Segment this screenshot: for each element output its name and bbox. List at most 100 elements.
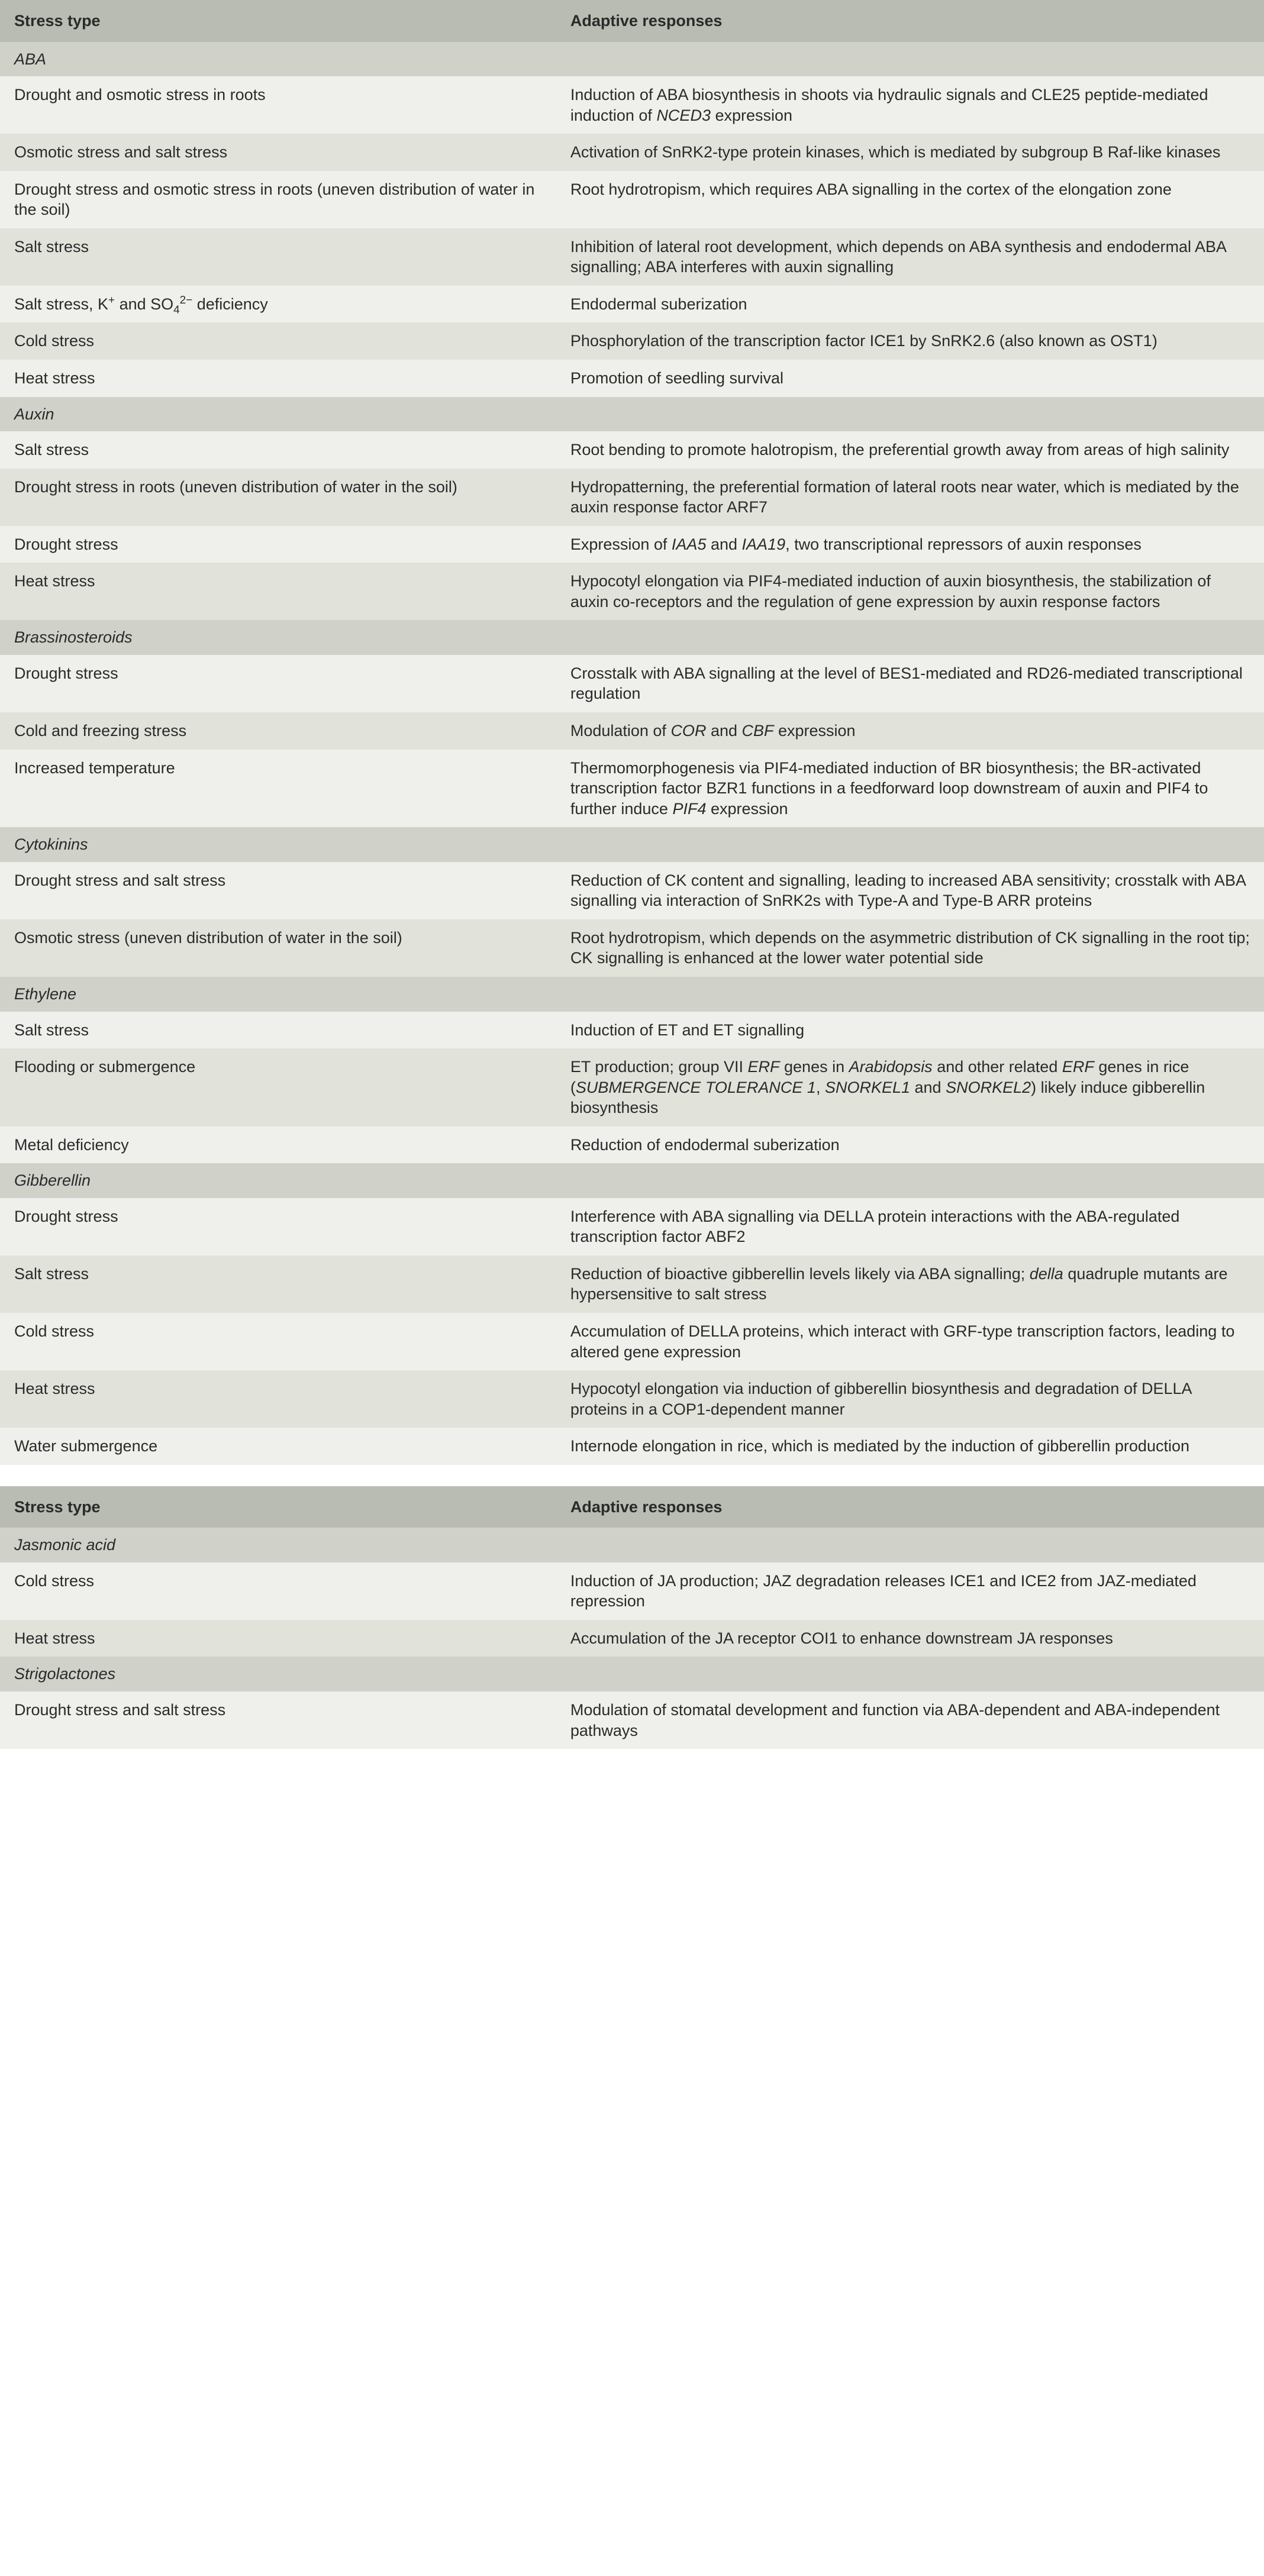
cell-stress: Drought stress: [0, 655, 556, 712]
section-header: Ethylene: [0, 977, 1264, 1012]
cell-response: Hypocotyl elongation via PIF4-mediated i…: [556, 563, 1264, 620]
cell-stress: Heat stress: [0, 360, 556, 397]
cell-stress: Drought stress and salt stress: [0, 1691, 556, 1749]
table-row: Salt stressInhibition of lateral root de…: [0, 228, 1264, 286]
cell-response: Accumulation of DELLA proteins, which in…: [556, 1313, 1264, 1370]
cell-response: Activation of SnRK2-type protein kinases…: [556, 134, 1264, 171]
cell-response: Adaptive responses: [556, 0, 1264, 42]
table-row: Cold and freezing stressModulation of CO…: [0, 712, 1264, 750]
cell-response: Expression of IAA5 and IAA19, two transc…: [556, 526, 1264, 563]
table-row: Salt stressInduction of ET and ET signal…: [0, 1012, 1264, 1049]
cell-stress: Metal deficiency: [0, 1126, 556, 1164]
cell-stress: Cold stress: [0, 322, 556, 360]
table-row: Salt stressRoot bending to promote halot…: [0, 431, 1264, 469]
table-row: Heat stressHypocotyl elongation via indu…: [0, 1370, 1264, 1428]
cell-stress: Salt stress: [0, 1255, 556, 1313]
cell-response: Phosphorylation of the transcription fac…: [556, 322, 1264, 360]
cell-stress: Flooding or submergence: [0, 1048, 556, 1126]
cell-stress: Osmotic stress (uneven distribution of w…: [0, 919, 556, 977]
section-name: Strigolactones: [0, 1657, 1264, 1691]
cell-response: Root hydrotropism, which requires ABA si…: [556, 171, 1264, 228]
cell-response: Induction of JA production; JAZ degradat…: [556, 1563, 1264, 1620]
table-row: Flooding or submergenceET production; gr…: [0, 1048, 1264, 1126]
section-name: Auxin: [0, 397, 1264, 432]
section-name: Brassinosteroids: [0, 620, 1264, 655]
cell-stress: Osmotic stress and salt stress: [0, 134, 556, 171]
table-row: Cold stressPhosphorylation of the transc…: [0, 322, 1264, 360]
cell-stress: Water submergence: [0, 1428, 556, 1465]
cell-response: Root bending to promote halotropism, the…: [556, 431, 1264, 469]
table-row: Drought and osmotic stress in rootsInduc…: [0, 76, 1264, 134]
table-row: Cold stressAccumulation of DELLA protein…: [0, 1313, 1264, 1370]
table-row: Salt stress, K+ and SO42− deficiencyEndo…: [0, 286, 1264, 323]
cell-stress: Salt stress: [0, 1012, 556, 1049]
section-name: Jasmonic acid: [0, 1528, 1264, 1563]
cell-response: Internode elongation in rice, which is m…: [556, 1428, 1264, 1465]
section-name: Gibberellin: [0, 1163, 1264, 1198]
cell-stress: Cold and freezing stress: [0, 712, 556, 750]
table-row: Drought stressExpression of IAA5 and IAA…: [0, 526, 1264, 563]
cell-response: Hypocotyl elongation via induction of gi…: [556, 1370, 1264, 1428]
cell-response: Crosstalk with ABA signalling at the lev…: [556, 655, 1264, 712]
cell-stress: Drought stress: [0, 526, 556, 563]
cell-response: Endodermal suberization: [556, 286, 1264, 323]
table-row: Drought stress in roots (uneven distribu…: [0, 469, 1264, 526]
cell-stress: Salt stress: [0, 431, 556, 469]
table-row: Drought stressInterference with ABA sign…: [0, 1198, 1264, 1255]
table-row: Osmotic stress and salt stressActivation…: [0, 134, 1264, 171]
table-header: Stress typeAdaptive responses: [0, 1486, 1264, 1528]
section-name: Cytokinins: [0, 827, 1264, 862]
section-header: Strigolactones: [0, 1657, 1264, 1691]
section-header: Jasmonic acid: [0, 1528, 1264, 1563]
table-row: Heat stressHypocotyl elongation via PIF4…: [0, 563, 1264, 620]
table-row: Osmotic stress (uneven distribution of w…: [0, 919, 1264, 977]
section-header: Auxin: [0, 397, 1264, 432]
cell-stress: Stress type: [0, 0, 556, 42]
cell-stress: Heat stress: [0, 563, 556, 620]
table-row: Cold stressInduction of JA production; J…: [0, 1563, 1264, 1620]
table-row: Drought stressCrosstalk with ABA signall…: [0, 655, 1264, 712]
cell-stress: Salt stress: [0, 228, 556, 286]
table-row: Heat stressAccumulation of the JA recept…: [0, 1620, 1264, 1657]
cell-response: Induction of ET and ET signalling: [556, 1012, 1264, 1049]
cell-response: Inhibition of lateral root development, …: [556, 228, 1264, 286]
cell-stress: Drought stress in roots (uneven distribu…: [0, 469, 556, 526]
table-row: Water submergenceInternode elongation in…: [0, 1428, 1264, 1465]
table-row: Drought stress and salt stressModulation…: [0, 1691, 1264, 1749]
table-row: Metal deficiencyReduction of endodermal …: [0, 1126, 1264, 1164]
table-row: Salt stressReduction of bioactive gibber…: [0, 1255, 1264, 1313]
cell-stress: Cold stress: [0, 1563, 556, 1620]
cell-response: Reduction of CK content and signalling, …: [556, 862, 1264, 919]
cell-stress: Stress type: [0, 1486, 556, 1528]
cell-response: Promotion of seedling survival: [556, 360, 1264, 397]
cell-stress: Heat stress: [0, 1370, 556, 1428]
cell-response: Reduction of endodermal suberization: [556, 1126, 1264, 1164]
section-header: Cytokinins: [0, 827, 1264, 862]
cell-response: Hydropatterning, the preferential format…: [556, 469, 1264, 526]
section-header: ABA: [0, 42, 1264, 77]
stress-response-table: Stress typeAdaptive responsesABADrought …: [0, 0, 1264, 1749]
cell-stress: Drought stress: [0, 1198, 556, 1255]
section-header: Gibberellin: [0, 1163, 1264, 1198]
table-header: Stress typeAdaptive responses: [0, 0, 1264, 42]
cell-response: Reduction of bioactive gibberellin level…: [556, 1255, 1264, 1313]
table-row: Drought stress and osmotic stress in roo…: [0, 171, 1264, 228]
section-name: Ethylene: [0, 977, 1264, 1012]
cell-response: Modulation of stomatal development and f…: [556, 1691, 1264, 1749]
cell-response: Accumulation of the JA receptor COI1 to …: [556, 1620, 1264, 1657]
cell-response: Thermomorphogenesis via PIF4-mediated in…: [556, 750, 1264, 828]
section-name: ABA: [0, 42, 1264, 77]
cell-stress: Heat stress: [0, 1620, 556, 1657]
cell-stress: Cold stress: [0, 1313, 556, 1370]
cell-stress: Increased temperature: [0, 750, 556, 828]
cell-stress: Drought stress and salt stress: [0, 862, 556, 919]
cell-response: Root hydrotropism, which depends on the …: [556, 919, 1264, 977]
cell-response: Modulation of COR and CBF expression: [556, 712, 1264, 750]
section-header: Brassinosteroids: [0, 620, 1264, 655]
cell-response: Adaptive responses: [556, 1486, 1264, 1528]
cell-stress: Drought stress and osmotic stress in roo…: [0, 171, 556, 228]
cell-response: Interference with ABA signalling via DEL…: [556, 1198, 1264, 1255]
cell-stress: Drought and osmotic stress in roots: [0, 76, 556, 134]
table-row: Increased temperatureThermomorphogenesis…: [0, 750, 1264, 828]
table-row: Heat stressPromotion of seedling surviva…: [0, 360, 1264, 397]
